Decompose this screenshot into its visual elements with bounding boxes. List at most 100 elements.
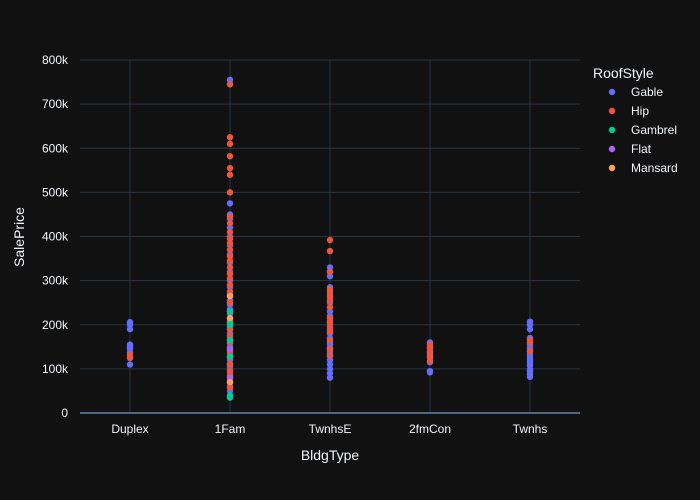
- data-point: [226, 164, 234, 172]
- data-point: [126, 351, 134, 358]
- data-point: [226, 353, 234, 360]
- data-point: [326, 361, 334, 368]
- data-point: [226, 332, 234, 339]
- legend-marker: [608, 164, 616, 172]
- legend[interactable]: RoofStyle Gable Hip Gambrel Flat Mansard: [593, 65, 678, 175]
- legend-label: Gable: [631, 85, 663, 99]
- y-tick-label: 400k: [42, 230, 69, 244]
- data-point: [226, 189, 234, 196]
- data-point: [426, 357, 434, 365]
- legend-item[interactable]: Flat: [608, 142, 652, 156]
- data-point: [226, 220, 234, 227]
- data-point: [226, 246, 234, 253]
- data-point: [226, 224, 234, 231]
- legend-item[interactable]: Gambrel: [608, 123, 677, 137]
- legend-marker: [608, 88, 616, 96]
- data-point: [326, 365, 334, 373]
- data-point: [126, 361, 134, 368]
- legend-label: Flat: [631, 142, 652, 156]
- legend-label: Hip: [631, 104, 649, 118]
- data-point: [226, 275, 234, 282]
- y-tick-label: 500k: [42, 185, 69, 199]
- data-point: [326, 308, 334, 315]
- data-point: [226, 264, 234, 271]
- legend-item[interactable]: Hip: [608, 104, 650, 118]
- data-point: [226, 253, 234, 260]
- data-point: [526, 336, 534, 344]
- data-point: [126, 318, 134, 326]
- data-point: [326, 336, 334, 344]
- axes: 0 100k 200k 300k 400k 500k 600k 700k 800k Duplex 1…: [42, 53, 547, 436]
- data-point: [326, 328, 334, 335]
- y-tick-label: 0: [61, 406, 68, 420]
- x-tick-label: Twnhs: [513, 422, 548, 436]
- data-point: [226, 367, 234, 375]
- data-point: [226, 345, 234, 353]
- data-point: [226, 200, 234, 207]
- data-point: [326, 290, 334, 298]
- data-point: [426, 348, 434, 356]
- data-point: [326, 264, 334, 271]
- data-point: [126, 341, 134, 348]
- y-tick-label: 300k: [42, 274, 69, 288]
- data-point: [326, 273, 334, 280]
- data-point: [326, 323, 334, 331]
- data-point: [326, 303, 334, 311]
- data-point: [226, 336, 234, 344]
- data-point: [326, 374, 334, 381]
- data-point: [226, 270, 234, 278]
- data-point: [426, 341, 434, 348]
- grid-lines: [80, 59, 580, 414]
- legend-marker: [608, 145, 616, 153]
- data-point: [226, 171, 234, 178]
- x-tick-label: 2fmCon: [409, 422, 451, 436]
- data-point: [226, 308, 234, 315]
- data-point: [526, 348, 534, 355]
- data-point: [426, 367, 434, 375]
- legend-label: Gambrel: [631, 123, 677, 137]
- data-point: [326, 370, 334, 377]
- y-axis-title: SalePrice: [11, 207, 27, 267]
- data-point: [226, 384, 234, 391]
- data-point: [226, 152, 234, 160]
- data-point: [226, 319, 234, 326]
- x-tick-label: TwnhsE: [309, 422, 352, 436]
- data-point: [226, 374, 234, 381]
- data-point: [326, 319, 334, 326]
- x-tick-label: 1Fam: [215, 422, 246, 436]
- data-point: [226, 81, 234, 88]
- x-tick-label: Duplex: [111, 422, 148, 436]
- data-point: [226, 140, 234, 148]
- x-axis-title: BldgType: [301, 447, 360, 463]
- data-point: [226, 257, 234, 264]
- legend-marker: [608, 126, 616, 134]
- data-point: [226, 235, 234, 242]
- data-points: [126, 76, 534, 401]
- data-point: [226, 239, 234, 247]
- data-point: [226, 325, 234, 333]
- data-point: [426, 353, 434, 360]
- data-point: [226, 292, 234, 300]
- data-point: [326, 286, 334, 293]
- data-point: [226, 76, 234, 84]
- data-point: [526, 325, 534, 333]
- legend-item[interactable]: Gable: [608, 85, 664, 99]
- data-point: [326, 247, 334, 255]
- y-tick-label: 700k: [42, 97, 69, 111]
- data-point: [226, 213, 234, 220]
- data-point: [326, 352, 334, 359]
- data-point: [226, 361, 234, 368]
- data-point: [526, 318, 534, 325]
- data-point: [226, 134, 234, 141]
- data-point: [226, 314, 234, 322]
- data-point: [326, 345, 334, 353]
- data-point: [126, 325, 134, 333]
- legend-marker: [608, 107, 616, 115]
- y-tick-label: 100k: [42, 362, 69, 376]
- legend-item[interactable]: Mansard: [608, 161, 678, 175]
- y-tick-label: 200k: [42, 318, 69, 332]
- data-point: [226, 281, 234, 289]
- data-point: [226, 288, 234, 295]
